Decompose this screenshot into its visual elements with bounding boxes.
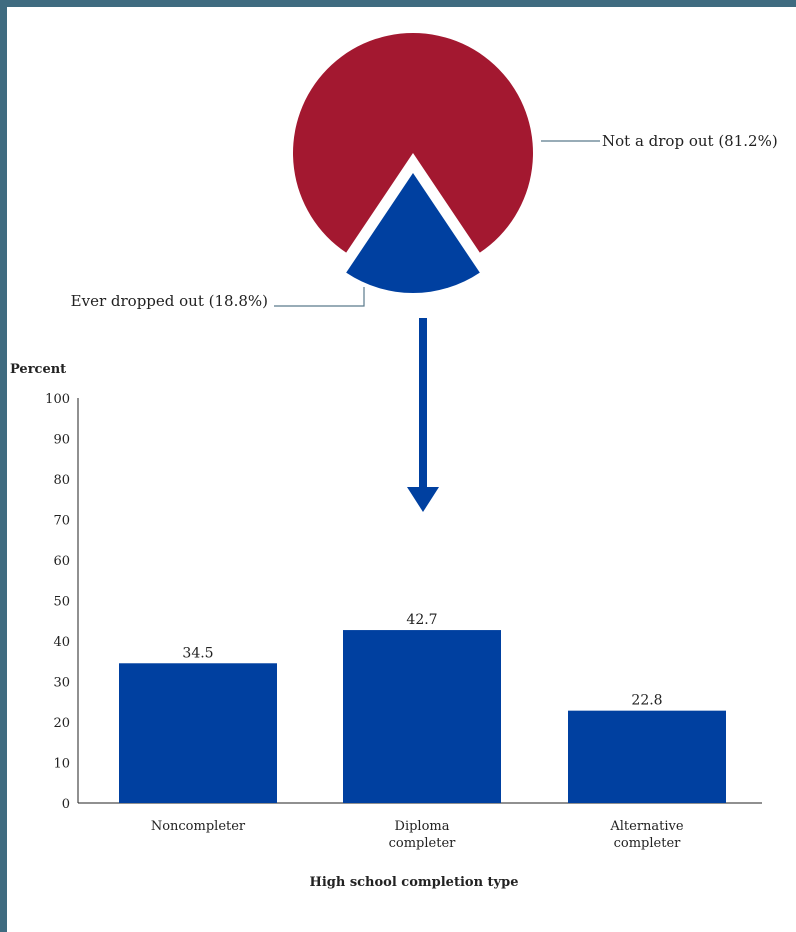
- y-tick-label: 20: [53, 716, 70, 731]
- bar: [568, 710, 726, 803]
- bar-chart: Percent 0 10 20 30 40 50 60 70 80 90 100 34.5 42.7 2…: [10, 362, 762, 890]
- pie-chart: Not a drop out (81.2%) Ever dropped out …: [71, 33, 778, 310]
- x-tick-label: Noncompleter: [151, 819, 246, 834]
- y-tick-label: 70: [53, 514, 70, 529]
- bar-value-labels: 34.5 42.7 22.8: [182, 612, 662, 709]
- x-axis-title: High school completion type: [310, 875, 519, 890]
- y-tick-label: 50: [53, 595, 70, 610]
- x-tick-labels: Noncompleter Diploma completer Alternative c…: [151, 819, 684, 851]
- pie-label-dropped-out: Ever dropped out (18.8%): [71, 292, 268, 310]
- y-tick-label: 90: [53, 433, 70, 448]
- y-tick-label: 30: [53, 676, 70, 691]
- bar-value-label: 34.5: [182, 645, 213, 661]
- y-tick-label: 10: [53, 757, 70, 772]
- bar: [343, 630, 501, 803]
- y-axis-title: Percent: [10, 362, 66, 377]
- x-tick-label: Diploma completer: [389, 819, 457, 851]
- x-tick-label: Alternative completer: [609, 819, 684, 851]
- pie-slice-dropped-out: [346, 173, 480, 294]
- pie-label-not-dropout: Not a drop out (81.2%): [602, 132, 778, 150]
- bar-value-label: 42.7: [406, 612, 437, 628]
- y-tick-label: 80: [53, 473, 70, 488]
- down-arrow-icon: [407, 318, 439, 512]
- y-tick-label: 100: [45, 392, 70, 407]
- y-tick-label: 60: [53, 554, 70, 569]
- bar-value-label: 22.8: [631, 693, 662, 709]
- arrow-shaft: [419, 318, 427, 488]
- pie-leader-line-dropped-out: [274, 287, 365, 307]
- pie-slice-not-dropout: [293, 33, 533, 253]
- bars: [119, 630, 726, 803]
- bar: [119, 663, 277, 803]
- arrow-head: [407, 487, 439, 512]
- y-tick-label: 0: [62, 797, 70, 812]
- y-tick-labels: 0 10 20 30 40 50 60 70 80 90 100: [45, 392, 70, 812]
- y-tick-label: 40: [53, 635, 70, 650]
